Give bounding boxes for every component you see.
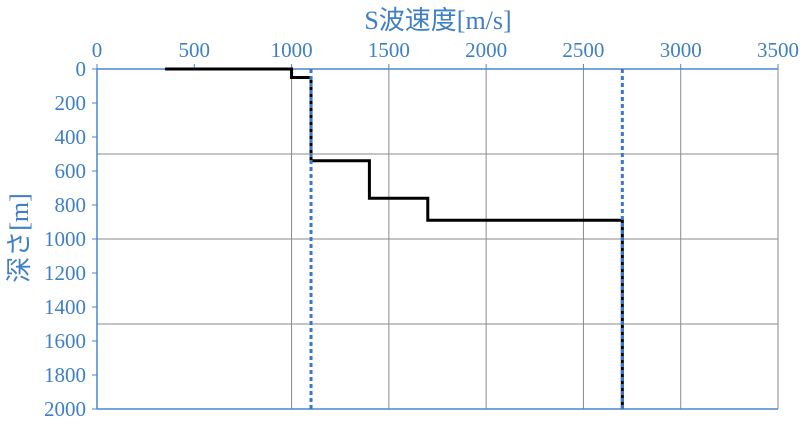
- x-tick-label: 500: [179, 38, 211, 62]
- velocity-profile-series: [165, 67, 624, 409]
- x-tick-label: 1500: [368, 38, 410, 62]
- chart-series: [165, 67, 624, 409]
- y-tick-label: 1800: [44, 363, 86, 387]
- y-tick-label: 200: [55, 91, 87, 115]
- y-tick-label: 0: [76, 57, 87, 81]
- x-tick-label: 0: [92, 38, 103, 62]
- x-tick-label: 2000: [465, 38, 507, 62]
- x-tick-label: 3500: [757, 38, 799, 62]
- y-tick-label: 1600: [44, 329, 86, 353]
- x-tick-label: 1000: [271, 38, 313, 62]
- x-tick-label: 3000: [660, 38, 702, 62]
- y-tick-label: 2000: [44, 397, 86, 421]
- y-axis-title: 深さ[m]: [5, 193, 34, 283]
- y-tick-label: 400: [55, 125, 87, 149]
- x-tick-label: 2500: [562, 38, 604, 62]
- chart-axes: [92, 64, 779, 410]
- x-axis-title: S波速度[m/s]: [364, 6, 511, 35]
- y-tick-label: 600: [55, 159, 87, 183]
- y-tick-label: 1400: [44, 295, 86, 319]
- tick-labels: 0 500 1000 1500 2000 2500 3000 3500 0 200 400 600 80…: [44, 38, 799, 421]
- grid-lines: [97, 69, 779, 409]
- y-tick-label: 1200: [44, 261, 86, 285]
- y-tick-label: 800: [55, 193, 87, 217]
- y-tick-label: 1000: [44, 227, 86, 251]
